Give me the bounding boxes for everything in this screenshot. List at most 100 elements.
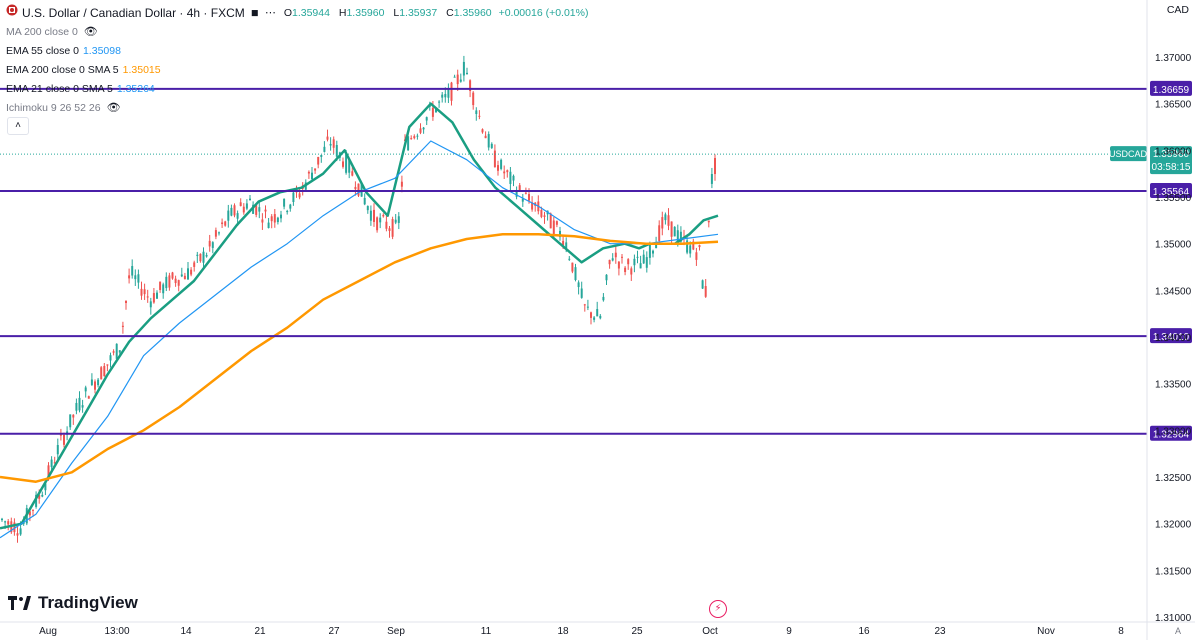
- time-tick-label: 11: [481, 626, 492, 637]
- indicator-name: MA 200 close 0: [6, 26, 78, 38]
- candle-body: [543, 215, 546, 217]
- eye-off-icon[interactable]: 👁︎: [83, 26, 98, 38]
- candle-body: [410, 138, 413, 140]
- candle-body: [159, 281, 162, 290]
- indicator-row-ema200[interactable]: EMA 200 close 0 SMA 5 1.35015: [6, 61, 588, 80]
- candle-body: [664, 214, 667, 221]
- candle-body: [177, 280, 180, 286]
- indicator-row-ichimoku[interactable]: Ichimoku 9 26 52 26 👁︎: [6, 99, 588, 118]
- candle-body: [286, 210, 289, 213]
- candle-body: [109, 355, 112, 361]
- candle-body: [413, 136, 416, 139]
- candle-body: [679, 231, 682, 242]
- eye-off-icon[interactable]: 👁︎: [106, 102, 121, 114]
- candle-body: [698, 245, 701, 248]
- candle-body: [624, 267, 627, 273]
- candle-body: [617, 261, 620, 269]
- candle-body: [521, 198, 524, 202]
- indicator-value: 1.35264: [116, 83, 155, 95]
- candle-body: [416, 135, 419, 137]
- candle-body: [701, 280, 704, 289]
- candle-body: [614, 252, 617, 258]
- candle-body: [472, 92, 475, 106]
- candle-body: [183, 275, 186, 280]
- candle-body: [245, 203, 248, 209]
- more-icon[interactable]: ⋯: [264, 7, 276, 19]
- candle-body: [165, 276, 168, 289]
- indicator-name: EMA 55 close 0: [6, 45, 79, 57]
- candle-body: [673, 226, 676, 237]
- candle-body: [689, 245, 692, 254]
- time-tick-label: 23: [934, 626, 946, 637]
- candle-body: [394, 219, 397, 223]
- candle-body: [676, 230, 679, 242]
- candle-body: [444, 94, 447, 98]
- lightning-icon[interactable]: ⚡︎: [709, 600, 727, 618]
- candle-body: [608, 259, 611, 265]
- candle-body: [450, 82, 453, 101]
- collapse-legend-button[interactable]: ˄: [7, 117, 29, 135]
- indicator-name: EMA 200 close 0 SMA 5: [6, 64, 119, 76]
- candle-body: [180, 274, 183, 277]
- candle-body: [298, 193, 301, 198]
- price-tick-label: 1.34000: [1155, 333, 1192, 344]
- time-tick-label: 8: [1118, 626, 1124, 637]
- candle-body: [707, 220, 710, 223]
- ma-line: [0, 233, 719, 483]
- candle-body: [506, 170, 509, 173]
- candle-body: [233, 205, 236, 216]
- candle-body: [528, 194, 530, 201]
- level-price-label: 1.34010: [1153, 332, 1190, 343]
- candle-body: [75, 402, 78, 411]
- auto-scale-button[interactable]: A: [1174, 626, 1181, 636]
- symbol-row: U.S. Dollar / Canadian Dollar · 4h · FXC…: [6, 4, 588, 23]
- candle-body: [146, 296, 149, 298]
- candle-body: [348, 159, 351, 173]
- candle-body: [555, 221, 558, 225]
- candle-body: [255, 205, 258, 215]
- current-price-tag: [1150, 146, 1192, 175]
- candle-body: [661, 217, 664, 229]
- candle-body: [87, 396, 90, 399]
- candle-body: [658, 225, 661, 241]
- price-tick-label: 1.37000: [1155, 53, 1192, 64]
- candlesticks: [1, 55, 716, 543]
- candle-body: [475, 110, 478, 114]
- symbol-title[interactable]: U.S. Dollar / Canadian Dollar · 4h · FXC…: [22, 6, 245, 20]
- candle-body: [69, 414, 72, 428]
- indicator-name: EMA 21 close 0 SMA 5: [6, 83, 113, 95]
- candle-body: [156, 292, 158, 299]
- candle-body: [648, 243, 651, 258]
- indicator-value: 1.35015: [122, 64, 161, 76]
- time-tick-label: 14: [180, 626, 192, 637]
- candle-body: [692, 241, 695, 250]
- candle-body: [354, 186, 357, 190]
- price-tick-label: 1.36500: [1155, 100, 1192, 111]
- candle-body: [484, 135, 487, 139]
- candle-body: [208, 240, 211, 247]
- indicator-row-ema55[interactable]: EMA 55 close 0 1.35098: [6, 42, 588, 61]
- candle-body: [149, 301, 152, 308]
- candle-body: [695, 252, 698, 260]
- candle-body: [453, 76, 456, 78]
- candle-body: [106, 364, 109, 366]
- candle-body: [462, 61, 465, 76]
- currency-label[interactable]: CAD: [1166, 4, 1189, 16]
- candle-body: [611, 258, 614, 261]
- time-tick-label: Oct: [702, 626, 718, 637]
- price-tick-label: 1.34500: [1155, 286, 1192, 297]
- candle-body: [599, 315, 602, 319]
- candle-body: [373, 209, 375, 222]
- candle-body: [345, 154, 348, 173]
- candle-body: [81, 405, 84, 408]
- candle-body: [509, 171, 512, 184]
- indicator-row-ema21[interactable]: EMA 21 close 0 SMA 5 1.35264: [6, 80, 588, 99]
- candle-body: [568, 258, 571, 260]
- candle-body: [425, 117, 428, 121]
- candle-body: [419, 128, 422, 133]
- eye-icon[interactable]: ◾: [250, 7, 259, 19]
- indicator-row-ma200[interactable]: MA 200 close 0 👁︎: [6, 23, 588, 42]
- candle-body: [307, 171, 310, 174]
